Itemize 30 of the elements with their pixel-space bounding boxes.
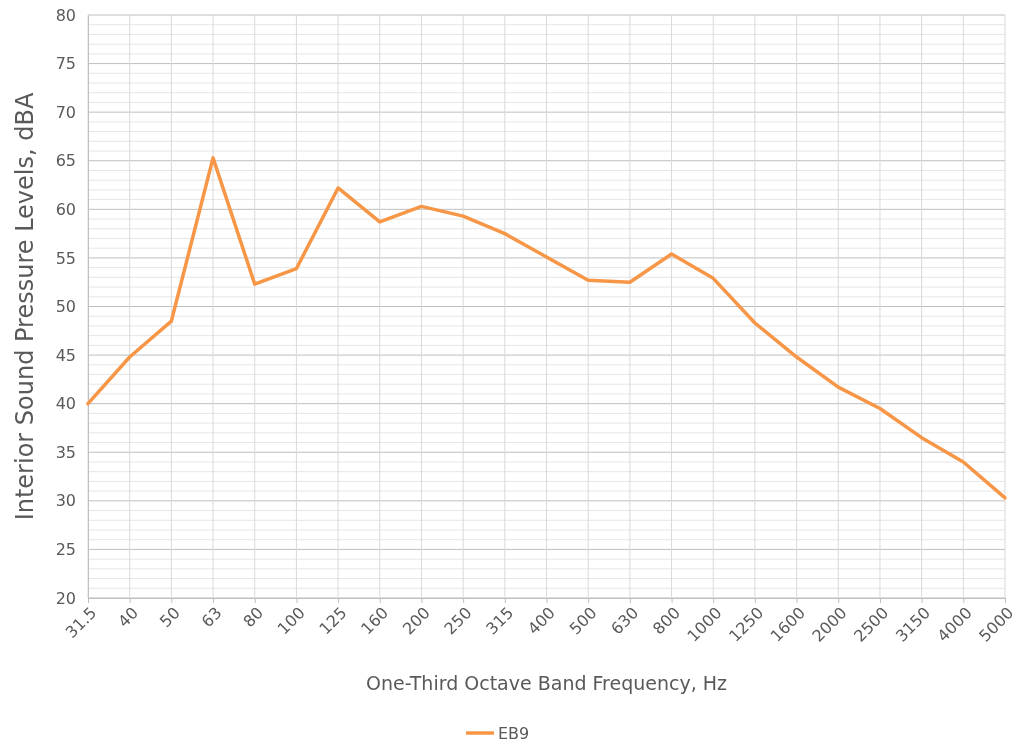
- y-tick-label: 55: [55, 248, 76, 268]
- y-tick-label: 80: [55, 5, 76, 25]
- x-tick-label: 800: [648, 603, 684, 639]
- x-tick-label: 200: [398, 603, 434, 639]
- y-tick-label: 45: [55, 345, 76, 365]
- x-tick-label: 630: [607, 603, 643, 639]
- y-tick-label: 25: [55, 540, 76, 560]
- x-tick-label: 125: [315, 603, 351, 639]
- y-tick-label: 40: [55, 394, 76, 414]
- x-tick-label: 160: [357, 603, 393, 639]
- y-tick-label: 20: [55, 588, 76, 608]
- x-tick-label: 500: [565, 603, 601, 639]
- y-tick-label: 35: [55, 442, 76, 462]
- x-tick-label: 400: [523, 603, 559, 639]
- y-tick-label: 65: [55, 151, 76, 171]
- y-tick-label: 75: [55, 54, 76, 74]
- x-tick-label: 50: [155, 603, 184, 632]
- x-tick-label: 80: [239, 603, 268, 632]
- y-tick-label: 60: [55, 199, 76, 219]
- x-tick-label: 40: [114, 603, 143, 632]
- x-tick-label: 100: [273, 603, 309, 639]
- y-tick-label: 30: [55, 491, 76, 511]
- y-tick-label: 70: [55, 102, 76, 122]
- legend-label: EB9: [498, 724, 530, 743]
- x-tick-label: 250: [440, 603, 476, 639]
- line-series: [86, 156, 1007, 500]
- x-axis-title: One-Third Octave Band Frequency, Hz: [365, 672, 728, 694]
- y-axis-title: Interior Sound Pressure Levels, dBA: [11, 92, 39, 521]
- y-tick-label: 50: [55, 297, 76, 317]
- x-tick-label: 63: [197, 603, 226, 632]
